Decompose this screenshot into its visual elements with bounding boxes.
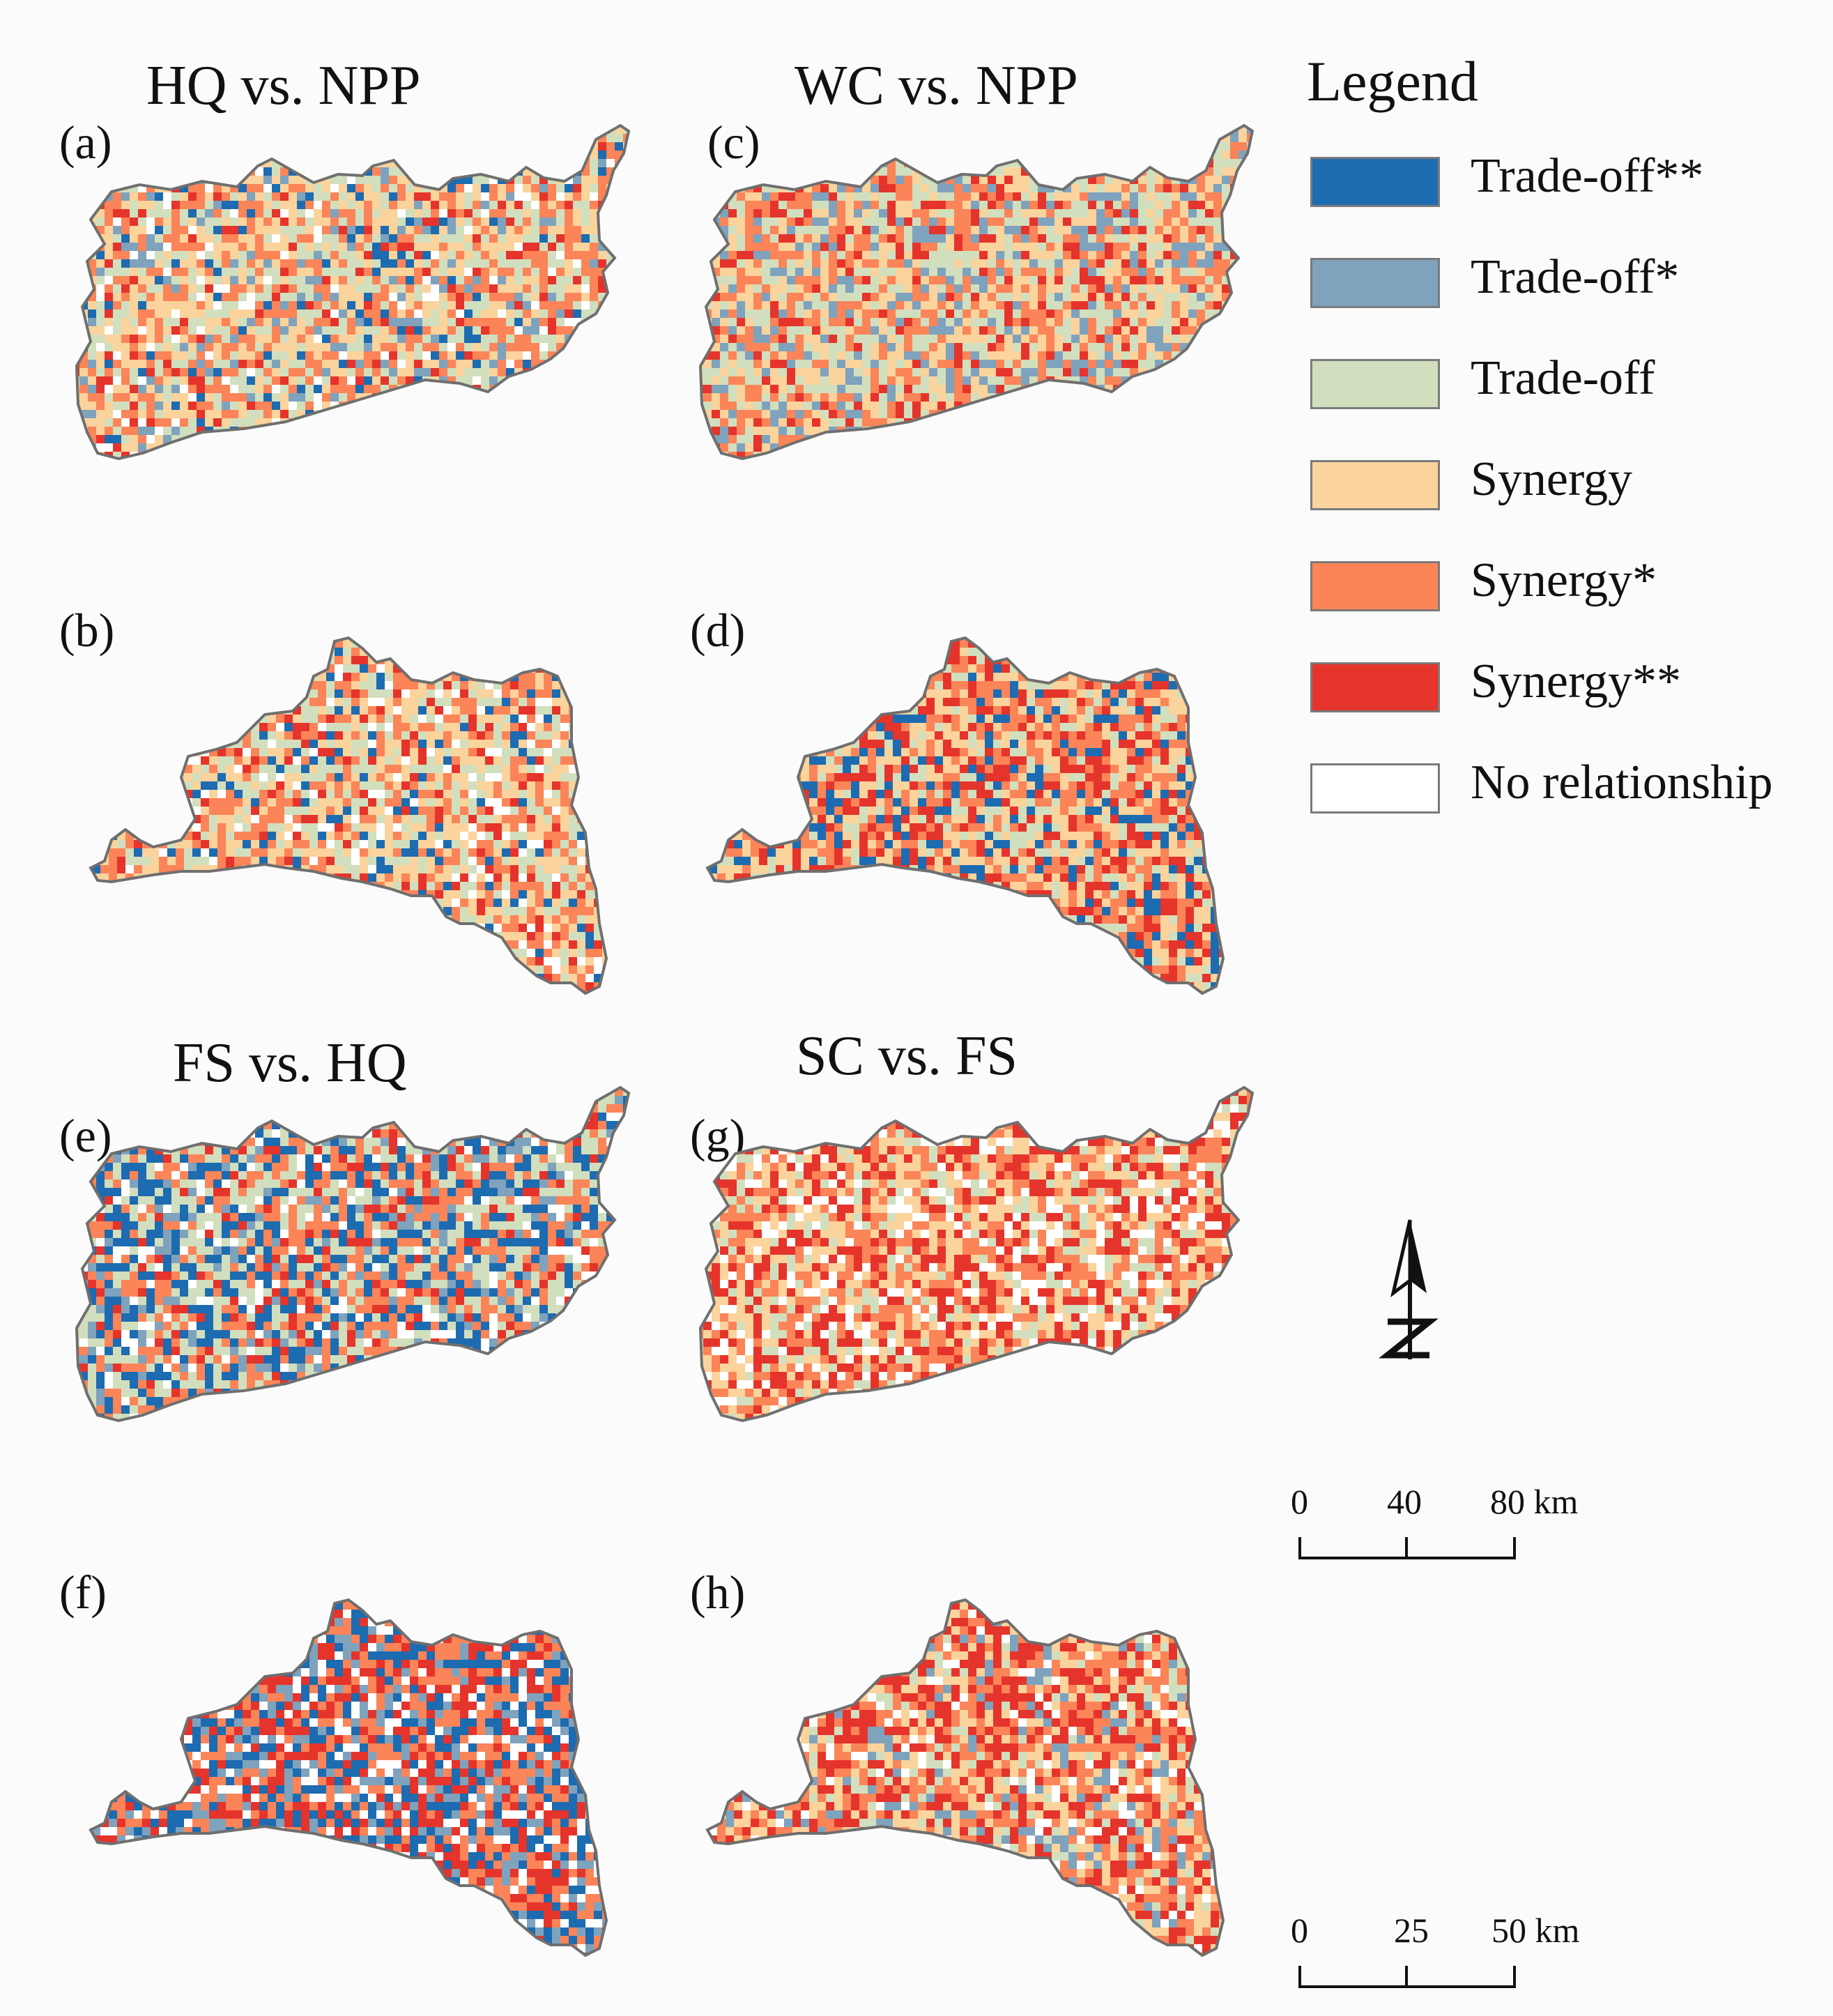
legend-label: Synergy* [1471,553,1657,609]
legend-swatch [1310,157,1440,207]
map-pixels [77,1087,629,1421]
map-pixels [700,125,1252,459]
region-outline [698,1085,1255,1423]
map-pixels [91,638,606,993]
legend-label: Trade-off [1471,351,1655,406]
map-panel-c [698,123,1255,461]
panel-label-b: (b) [59,603,114,658]
legend-swatch [1310,763,1440,814]
region-outline [89,1598,608,1957]
panel-title-hq-npp: HQ vs. NPP [146,54,420,118]
legend-title: Legend [1307,49,1478,114]
panel-title-sc-fs: SC vs. FS [796,1025,1018,1088]
panel-title-wc-npp: WC vs. NPP [795,54,1078,118]
region-outline [75,1085,631,1423]
legend-swatch [1310,662,1440,712]
legend-label: Synergy** [1471,654,1681,710]
map-panel-h [705,1598,1225,1957]
legend-swatch [1310,460,1440,510]
scale1-tick-40: 40 [1387,1481,1422,1522]
map-pixels [707,638,1223,993]
panel-label-h: (h) [690,1565,745,1620]
map-panel-e [75,1085,631,1423]
legend-label: Synergy [1471,452,1632,507]
map-panel-d [705,636,1225,995]
region-outline [75,123,631,461]
scale2-tick-0: 0 [1291,1910,1308,1950]
map-panel-g [698,1085,1255,1423]
map-pixels [77,125,629,459]
legend-swatch [1310,359,1440,409]
scale1-tick-0: 0 [1291,1481,1308,1522]
panel-title-fs-hq: FS vs. HQ [173,1032,407,1095]
panel-label-e: (e) [59,1108,112,1163]
scale1-tick-80: 80 km [1490,1481,1578,1522]
map-pixels [91,1600,606,1955]
legend-label: No relationship [1471,755,1773,811]
panel-label-c: (c) [707,115,760,170]
region-outline [698,123,1255,461]
scale-bar-1 [1298,1537,1516,1559]
scale2-tick-50: 50 km [1491,1910,1579,1950]
region-outline [705,1598,1225,1957]
panel-label-d: (d) [690,603,745,658]
map-panel-a [75,123,631,461]
map-pixels [707,1600,1223,1955]
scale2-tick-25: 25 [1394,1910,1429,1950]
north-arrow-icon [1379,1219,1439,1359]
map-panel-b [89,636,608,995]
legend-swatch [1310,258,1440,308]
map-pixels [700,1087,1252,1421]
panel-label-a: (a) [59,115,112,170]
scale-bar-2 [1298,1966,1516,1988]
region-outline [89,636,608,995]
map-panel-f [89,1598,608,1957]
legend-label: Trade-off* [1471,250,1679,305]
panel-label-f: (f) [59,1565,107,1620]
legend-label: Trade-off** [1471,148,1703,204]
legend-swatch [1310,561,1440,611]
region-outline [705,636,1225,995]
